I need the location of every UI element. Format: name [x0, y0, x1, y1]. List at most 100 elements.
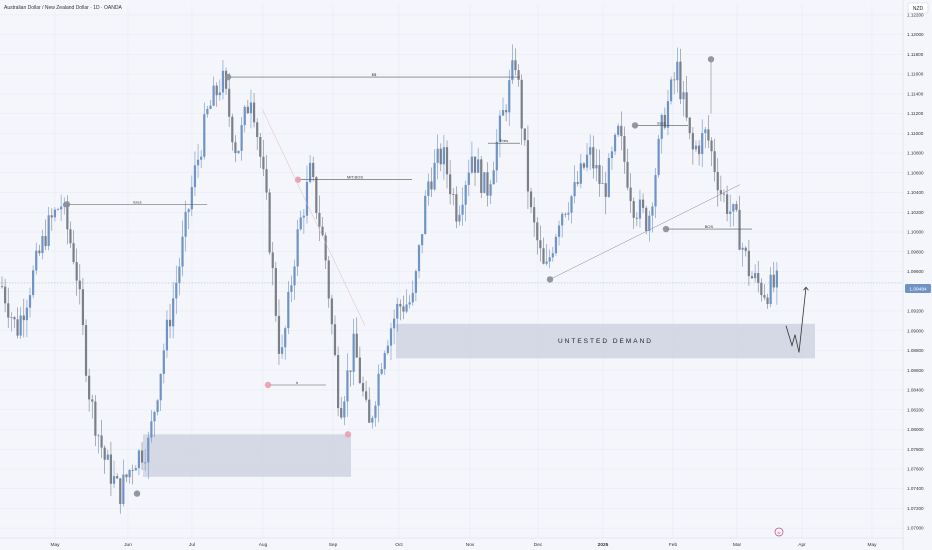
candle: [44, 219, 47, 251]
candle: [539, 225, 542, 262]
candle: [477, 147, 480, 173]
candle: [694, 140, 698, 153]
candle: [411, 280, 414, 306]
candle: [371, 415, 374, 429]
level-line[interactable]: Eres: [488, 138, 520, 144]
candle: [517, 64, 520, 87]
candle: [648, 210, 651, 242]
y-tick-label: 1.08800: [907, 348, 924, 353]
time-axis[interactable]: May Jun Jul Aug Sep Oct Nov Dec 2025 Feb Mar Apr May: [50, 542, 877, 548]
demand-zone[interactable]: [143, 434, 351, 477]
candle: [144, 449, 147, 471]
level-line[interactable]: $$: [228, 72, 520, 78]
level-label: Eres: [133, 199, 141, 204]
candle: [72, 229, 75, 265]
candle: [231, 113, 234, 151]
candle: [50, 208, 53, 231]
x-tick-label: Dec: [534, 542, 543, 548]
candle: [436, 134, 439, 180]
candle: [449, 160, 452, 205]
candle: [156, 399, 159, 416]
candle: [747, 239, 750, 286]
x-tick-label: Apr: [798, 542, 806, 548]
candle: [119, 478, 122, 514]
y-tick-label: 1.10000: [907, 230, 924, 235]
last-price: 1.09484: [909, 287, 927, 293]
level-line[interactable]: BOS: [666, 224, 752, 230]
candle: [78, 264, 81, 305]
candle: [598, 149, 601, 197]
candle: [635, 212, 638, 227]
candle: [318, 195, 321, 242]
candle: [582, 162, 586, 170]
projection-path: [785, 287, 807, 353]
candle: [554, 233, 558, 256]
candle: [716, 158, 719, 207]
candle: [473, 156, 477, 187]
candle: [218, 79, 221, 101]
candle: [445, 140, 449, 189]
level-label: MIT.BOS: [347, 175, 363, 180]
candle: [389, 322, 393, 361]
level-line[interactable]: ir: [268, 380, 326, 386]
candle: [140, 442, 144, 470]
candle: [315, 176, 318, 220]
candle: [707, 115, 710, 148]
candle: [41, 229, 44, 260]
candle: [548, 249, 551, 269]
tradingview-logo[interactable]: tv: [774, 527, 784, 537]
candle: [290, 275, 293, 302]
candle: [592, 135, 595, 179]
price-axis[interactable]: 1.12200 1.12000 1.11800 1.11600 1.11400 1.112…: [907, 12, 924, 530]
candle: [128, 468, 131, 484]
candle: [28, 287, 32, 318]
candle: [249, 89, 253, 129]
candle: [442, 134, 446, 180]
candle: [355, 317, 358, 358]
zone-label: UNTESTED DEMAND: [558, 338, 653, 345]
grid: [0, 5, 903, 538]
candle: [421, 234, 424, 254]
candle: [243, 104, 246, 133]
candle: [483, 171, 486, 194]
candle: [224, 67, 228, 95]
level-line[interactable]: Eres: [68, 199, 207, 205]
candle: [679, 48, 682, 105]
candle: [424, 190, 427, 235]
candle: [69, 221, 72, 248]
candle: [526, 125, 530, 209]
candle: [215, 82, 218, 107]
candles: [0, 44, 778, 514]
candle: [501, 97, 505, 116]
candle: [299, 210, 302, 231]
level-line[interactable]: MIT.BOS: [298, 175, 412, 181]
candle: [595, 148, 598, 182]
candle: [638, 189, 642, 228]
level-line[interactable]: Eres: [635, 120, 688, 126]
candle: [657, 134, 660, 178]
candle: [455, 186, 458, 229]
candle: [529, 187, 533, 214]
candle: [452, 187, 455, 206]
candle: [439, 143, 442, 172]
demand-zone[interactable]: [396, 323, 815, 359]
candle: [514, 48, 517, 76]
currency-button[interactable]: NZD: [907, 2, 929, 14]
candle: [287, 281, 290, 335]
currency-button-label: NZD: [913, 6, 924, 12]
trend-line: [549, 184, 741, 280]
candle: [122, 459, 125, 507]
candle: [682, 81, 685, 117]
trend-line: [261, 108, 366, 326]
candle: [333, 315, 337, 357]
y-tick-label: 1.12200: [907, 12, 924, 17]
candle: [137, 448, 141, 476]
y-tick-label: 1.07400: [907, 486, 924, 491]
candle: [719, 175, 722, 202]
candle: [396, 297, 399, 332]
candle: [427, 173, 430, 206]
candle: [4, 278, 7, 313]
candle: [645, 205, 648, 235]
candle: [374, 401, 377, 427]
